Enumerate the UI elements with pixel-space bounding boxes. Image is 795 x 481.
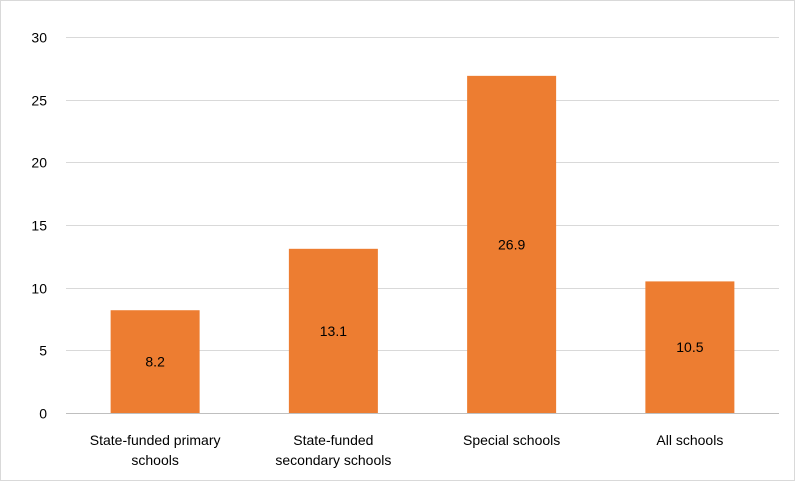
data-label: 8.2 bbox=[145, 354, 165, 370]
y-tick-label: 30 bbox=[31, 30, 47, 46]
y-tick-label: 25 bbox=[31, 93, 47, 109]
x-tick-label: All schools bbox=[656, 432, 723, 448]
x-tick-label: State-funded primary schools bbox=[90, 432, 221, 468]
bar bbox=[110, 310, 200, 413]
x-tick-label: State-funded secondary schools bbox=[275, 432, 391, 468]
data-label: 10.5 bbox=[676, 339, 703, 355]
data-label: 26.9 bbox=[498, 236, 525, 252]
y-tick-label: 15 bbox=[31, 218, 47, 234]
y-tick-label: 10 bbox=[31, 281, 47, 297]
bar bbox=[645, 281, 735, 413]
y-tick-label: 20 bbox=[31, 155, 47, 171]
data-label: 13.1 bbox=[320, 323, 347, 339]
y-tick-label: 0 bbox=[39, 406, 47, 422]
bar bbox=[288, 248, 378, 413]
bar bbox=[467, 75, 557, 413]
y-tick-label: 5 bbox=[39, 343, 47, 359]
x-tick-label: Special schools bbox=[463, 432, 560, 448]
